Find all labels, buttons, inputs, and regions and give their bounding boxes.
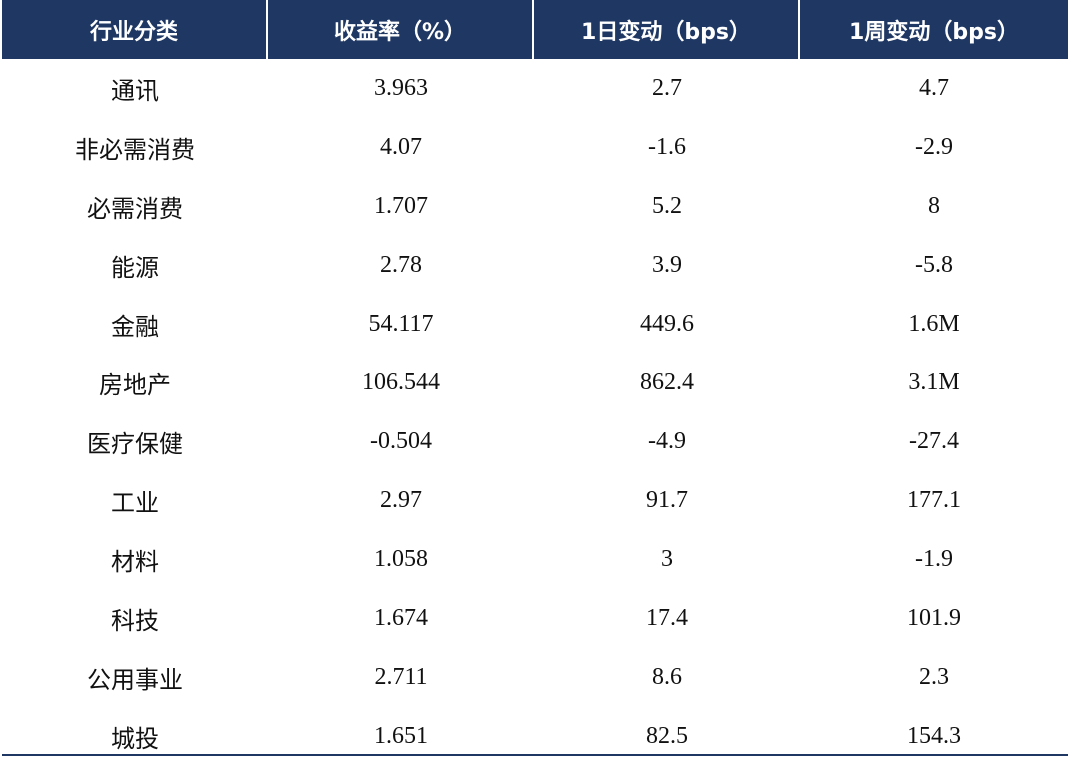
cell-sector: 工业 (111, 489, 159, 518)
table-row: 通讯 3.963 2.7 4.7 (2, 59, 1068, 118)
cell-1w-change: -1.9 (915, 546, 953, 573)
cell-1w-change: 2.3 (919, 663, 949, 690)
cell-1w-change: 101.9 (907, 604, 961, 631)
cell-1w-change: 3.1M (908, 369, 960, 396)
cell-sector: 金融 (111, 312, 159, 341)
cell-1d-change: 862.4 (640, 369, 694, 396)
cell-1w-change: -27.4 (909, 428, 959, 455)
cell-yield: 1.707 (374, 192, 428, 219)
cell-1d-change: 3 (661, 546, 673, 573)
table-header: 行业分类 收益率（%） 1日变动（bps） 1周变动（bps） (2, 0, 1068, 59)
header-row: 行业分类 收益率（%） 1日变动（bps） 1周变动（bps） (2, 0, 1068, 59)
table-row: 医疗保健 -0.504 -4.9 -27.4 (2, 412, 1068, 471)
cell-1w-change: -5.8 (915, 251, 953, 278)
cell-sector: 必需消费 (87, 194, 183, 223)
table-row: 能源 2.78 3.9 -5.8 (2, 236, 1068, 295)
cell-sector: 材料 (111, 548, 159, 577)
table-row: 房地产 106.544 862.4 3.1M (2, 353, 1068, 412)
cell-1w-change: -2.9 (915, 133, 953, 160)
cell-1w-change: 8 (928, 192, 940, 219)
table-bottom-rule (2, 754, 1068, 756)
cell-yield: 2.711 (374, 663, 428, 690)
table-body: 通讯 3.963 2.7 4.7 非必需消费 4.07 -1.6 -2.9 必需消费 1.707 5… (2, 59, 1068, 766)
cell-1w-change: 177.1 (907, 487, 961, 514)
table-row: 城投 1.651 82.5 154.3 (2, 707, 1068, 766)
cell-sector: 科技 (111, 606, 159, 635)
cell-sector: 城投 (111, 724, 159, 753)
cell-yield: -0.504 (370, 428, 432, 455)
header-1w-change: 1周变动（bps） (800, 0, 1068, 59)
cell-1d-change: 5.2 (652, 192, 682, 219)
cell-yield: 3.963 (374, 74, 428, 101)
cell-sector: 公用事业 (87, 665, 183, 694)
cell-1d-change: 2.7 (652, 74, 682, 101)
cell-sector: 能源 (111, 253, 159, 282)
cell-sector: 医疗保健 (87, 430, 183, 459)
table-row: 材料 1.058 3 -1.9 (2, 530, 1068, 589)
header-sector: 行业分类 (2, 0, 268, 59)
header-yield: 收益率（%） (268, 0, 534, 59)
cell-sector: 房地产 (99, 371, 171, 400)
cell-yield: 1.674 (374, 604, 428, 631)
table-row: 公用事业 2.711 8.6 2.3 (2, 648, 1068, 707)
cell-1d-change: 91.7 (646, 487, 688, 514)
table-row: 金融 54.117 449.6 1.6M (2, 295, 1068, 354)
table-row: 科技 1.674 17.4 101.9 (2, 589, 1068, 648)
cell-yield: 2.78 (380, 251, 422, 278)
cell-yield: 4.07 (380, 133, 422, 160)
cell-yield: 106.544 (362, 369, 440, 396)
header-1d-change: 1日变动（bps） (534, 0, 800, 59)
cell-1d-change: 8.6 (652, 663, 682, 690)
cell-1d-change: 82.5 (646, 722, 688, 749)
table-row: 工业 2.97 91.7 177.1 (2, 471, 1068, 530)
cell-1d-change: -1.6 (648, 133, 686, 160)
cell-sector: 非必需消费 (75, 135, 195, 164)
cell-sector: 通讯 (111, 76, 159, 105)
cell-yield: 54.117 (368, 310, 434, 337)
cell-1w-change: 154.3 (907, 722, 961, 749)
cell-1w-change: 1.6M (908, 310, 960, 337)
cell-1w-change: 4.7 (919, 74, 949, 101)
cell-yield: 1.058 (374, 546, 428, 573)
cell-1d-change: -4.9 (648, 428, 686, 455)
table-row: 必需消费 1.707 5.2 8 (2, 177, 1068, 236)
table-row: 非必需消费 4.07 -1.6 -2.9 (2, 118, 1068, 177)
cell-1d-change: 449.6 (640, 310, 694, 337)
cell-1d-change: 3.9 (652, 251, 682, 278)
cell-yield: 1.651 (374, 722, 428, 749)
cell-yield: 2.97 (380, 487, 422, 514)
cell-1d-change: 17.4 (646, 604, 688, 631)
